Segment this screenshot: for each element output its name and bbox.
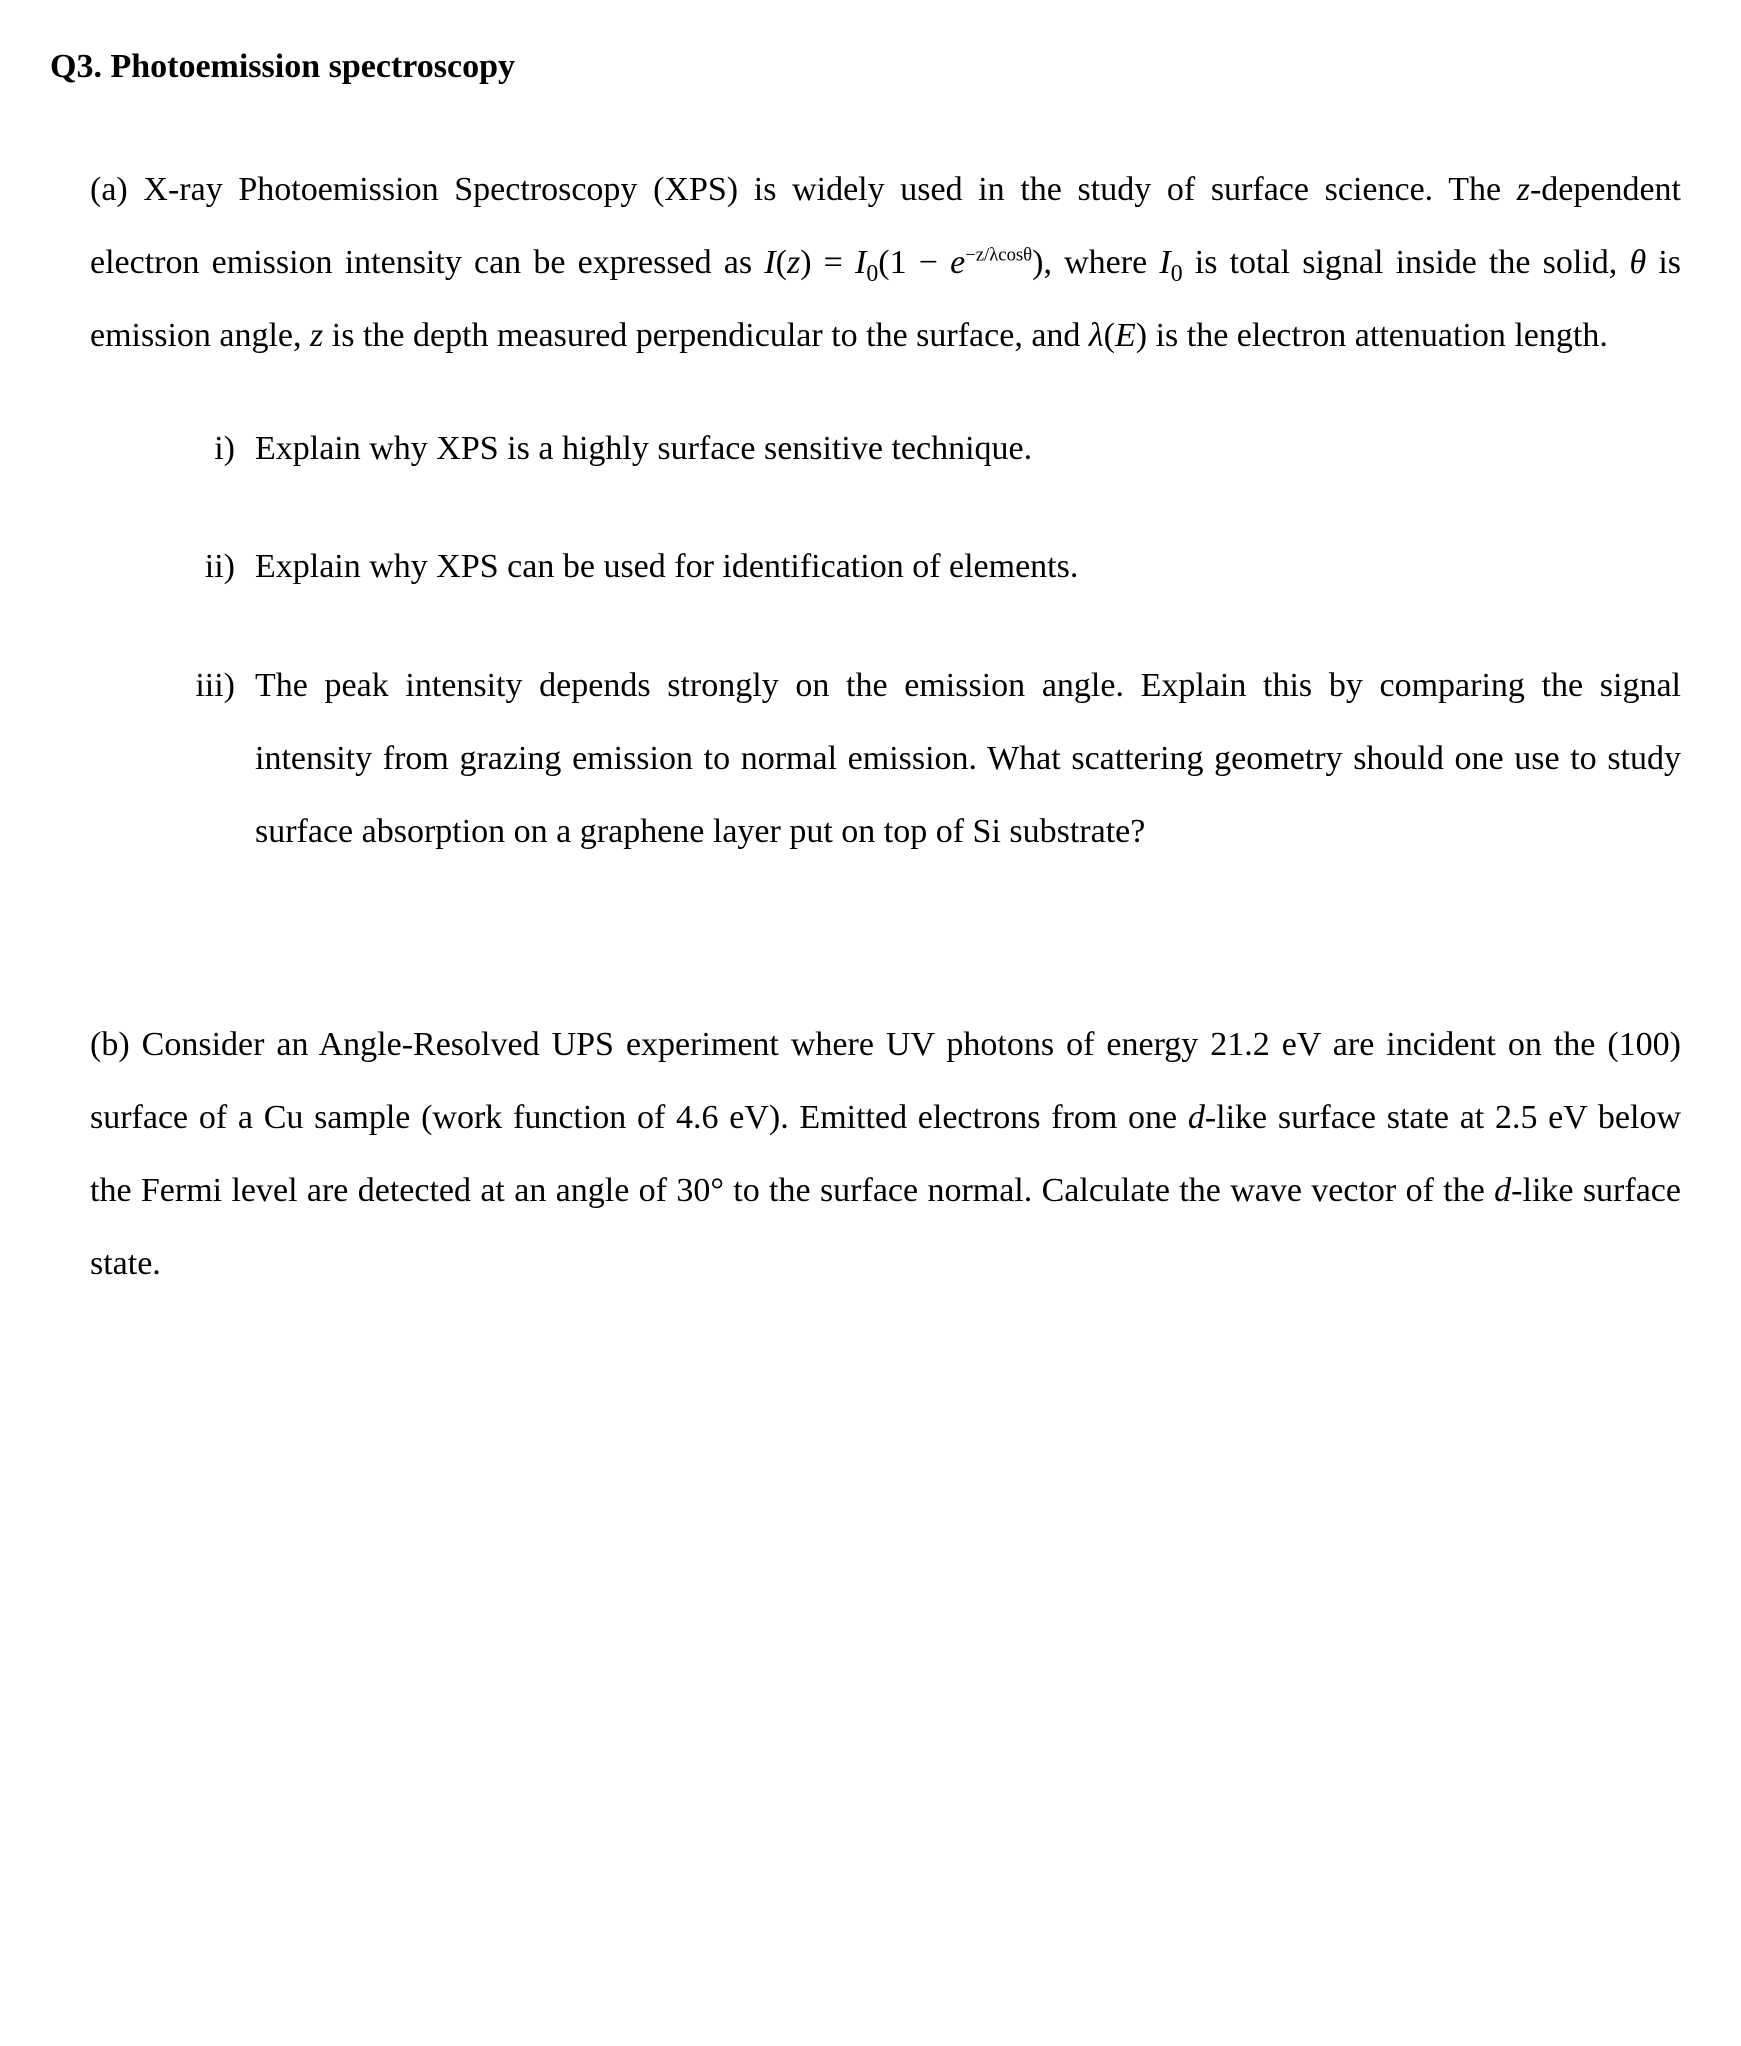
part-a: (a) X-ray Photoemission Spectroscopy (XP… [90, 153, 1681, 868]
document-page: Q3. Photoemission spectroscopy (a) X-ray… [0, 0, 1741, 2046]
sub-i: i) Explain why XPS is a highly surface s… [160, 412, 1681, 485]
part-b-text: Consider an Angle-Resolved UPS experimen… [90, 1026, 1681, 1282]
question-title: Q3. Photoemission spectroscopy [50, 30, 1681, 103]
sub-ii: ii) Explain why XPS can be used for iden… [160, 530, 1681, 603]
sub-ii-text: Explain why XPS can be used for identifi… [255, 530, 1681, 603]
part-a-label: (a) [90, 171, 128, 208]
sub-parts: i) Explain why XPS is a highly surface s… [160, 412, 1681, 867]
sub-i-text: Explain why XPS is a highly surface sens… [255, 412, 1681, 485]
sub-iii: iii) The peak intensity depends strongly… [160, 649, 1681, 868]
part-b-label: (b) [90, 1026, 130, 1063]
sub-ii-label: ii) [160, 530, 255, 603]
sub-i-label: i) [160, 412, 255, 485]
sub-iii-text: The peak intensity depends strongly on t… [255, 649, 1681, 868]
sub-iii-label: iii) [160, 649, 255, 868]
formula: I(z) = I0(1 − e−z/λcosθ) [764, 244, 1043, 281]
part-a-text: X-ray Photoemission Spectroscopy (XPS) i… [90, 171, 1681, 354]
part-b: (b) Consider an Angle-Resolved UPS exper… [90, 1008, 1681, 1300]
